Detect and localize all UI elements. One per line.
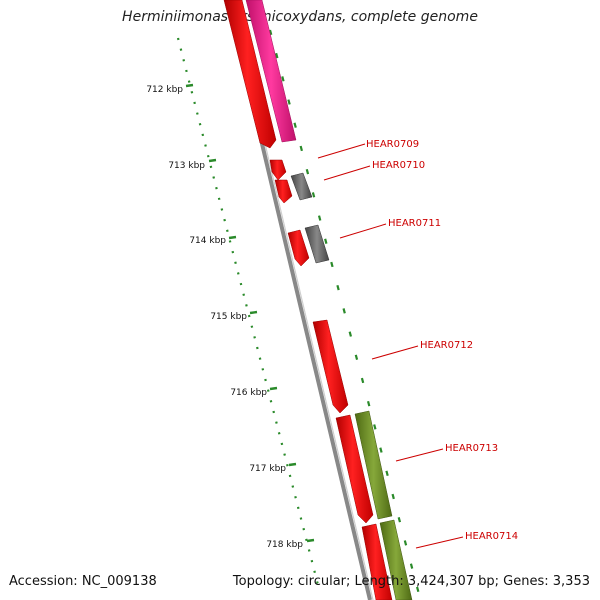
ruler-label-718: 718 kbp — [266, 540, 303, 550]
gene-feature-hear0710a[interactable] — [269, 159, 287, 181]
gene-label-hear0709[interactable]: HEAR0709 — [366, 139, 419, 150]
gene-feature-hear0709[interactable] — [223, 0, 277, 149]
gene-feature-hear0714[interactable] — [361, 523, 393, 600]
feature-grey-hear0711[interactable] — [304, 224, 330, 264]
gene-label-leaders — [317, 143, 464, 549]
gene-label-hear0714[interactable]: HEAR0714 — [465, 531, 518, 542]
gene-feature-hear0712[interactable] — [312, 319, 349, 414]
ruler-label-714: 714 kbp — [189, 236, 226, 246]
accession-text: Accession: NC_009138 — [9, 574, 157, 589]
ruler-label-717: 717 kbp — [249, 464, 286, 474]
feature-olive-hear0713[interactable] — [354, 410, 393, 520]
ruler-label-716: 716 kbp — [230, 388, 267, 398]
gene-feature-hear0713[interactable] — [335, 414, 374, 524]
feature-magenta-hear0709[interactable] — [245, 0, 297, 143]
genome-summary-text: Topology: circular; Length: 3,424,307 bp… — [232, 574, 590, 589]
inner-ruler-line — [268, 29, 422, 599]
ruler-label-712: 712 kbp — [146, 85, 183, 95]
ruler-label-715: 715 kbp — [210, 312, 247, 322]
gene-label-hear0711[interactable]: HEAR0711 — [388, 218, 441, 229]
ruler-line — [176, 37, 320, 586]
gene-label-hear0712[interactable]: HEAR0712 — [420, 340, 473, 351]
gene-label-hear0713[interactable]: HEAR0713 — [445, 443, 498, 454]
gene-feature-hear0710b[interactable] — [274, 179, 293, 204]
ruler-major-ticks — [185, 83, 315, 543]
ruler-label-713: 713 kbp — [168, 161, 205, 171]
gene-label-hear0710[interactable]: HEAR0710 — [372, 160, 425, 171]
feature-grey-hear0710[interactable] — [290, 172, 313, 201]
gene-feature-hear0711[interactable] — [287, 229, 310, 267]
feature-olive-hear0714[interactable] — [379, 519, 413, 600]
map-title: Herminiimonas arsenicoxydans, complete g… — [122, 9, 478, 25]
